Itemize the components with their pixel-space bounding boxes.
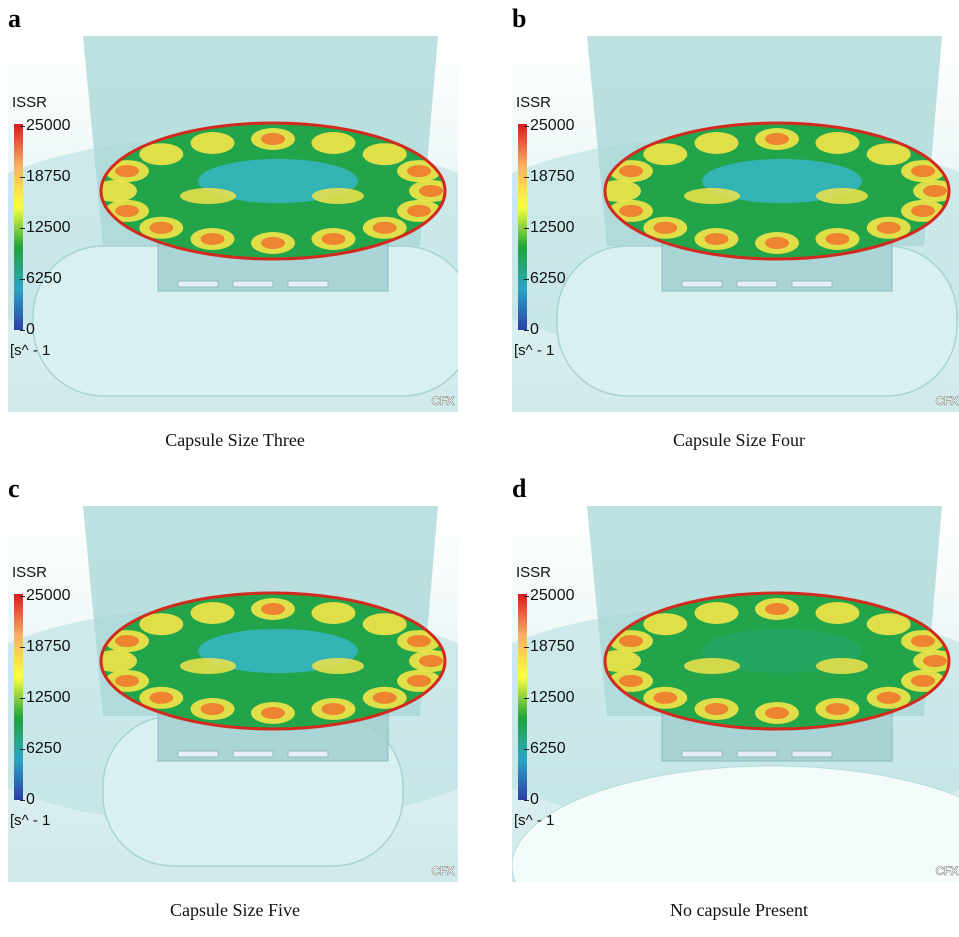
- cfx-logo: CFX: [431, 394, 455, 409]
- legend-tick: 6250: [524, 270, 566, 287]
- cfd-viewport: ISSR 25000 18750 12500 6250 0 [s^ - 1 CFX: [8, 506, 458, 882]
- legend-title: ISSR: [516, 564, 552, 581]
- contour-plot: [512, 36, 959, 412]
- legend-tick: 18750: [524, 168, 575, 185]
- color-scale-bar: [14, 594, 23, 800]
- disc-rim: [603, 591, 951, 731]
- legend-unit: [s^ - 1: [10, 342, 51, 359]
- legend-tick: 12500: [524, 219, 575, 236]
- legend-title: ISSR: [12, 94, 48, 111]
- legend-tick: 25000: [524, 117, 575, 134]
- shear-rate-disc: [605, 123, 949, 259]
- legend-tick: 12500: [20, 219, 71, 236]
- legend-title: ISSR: [516, 94, 552, 111]
- legend-tick: 0: [524, 321, 539, 338]
- panel-b: b ISSR 25000 18750 12500 6250 0 [s^ - 1 CFX Capsu…: [504, 0, 959, 467]
- legend-tick: 18750: [524, 638, 575, 655]
- color-scale-bar: [518, 594, 527, 800]
- shear-rate-disc: [605, 593, 949, 729]
- cfd-viewport: ISSR 25000 18750 12500 6250 0 [s^ - 1 CFX: [8, 36, 458, 412]
- cfx-logo: CFX: [935, 864, 959, 879]
- legend-tick: 25000: [20, 587, 71, 604]
- panel-d: d ISSR 25000 18750 12500 6250 0 [s^ - 1 CFX No ca…: [504, 470, 959, 937]
- cfx-logo: CFX: [935, 394, 959, 409]
- color-scale-bar: [518, 124, 527, 330]
- legend-tick: 12500: [524, 689, 575, 706]
- legend-tick: 6250: [20, 270, 62, 287]
- panel-letter: b: [512, 4, 527, 33]
- contour-plot: [512, 506, 959, 882]
- panel-caption: No capsule Present: [670, 900, 808, 920]
- legend-tick: 6250: [524, 740, 566, 757]
- panel-a: a ISSR 25000 18750 12500 6250 0 [s^ - 1 CFX Capsu…: [0, 0, 470, 467]
- legend-tick: 25000: [20, 117, 71, 134]
- cfx-logo: CFX: [431, 864, 455, 879]
- legend-unit: [s^ - 1: [10, 812, 51, 829]
- legend-tick: 0: [20, 321, 35, 338]
- legend-tick: 18750: [20, 168, 71, 185]
- panel-letter: a: [8, 4, 21, 33]
- legend-tick: 18750: [20, 638, 71, 655]
- panel-letter: c: [8, 474, 20, 503]
- disc-rim: [99, 121, 447, 261]
- cfd-viewport: ISSR 25000 18750 12500 6250 0 [s^ - 1 CFX: [512, 36, 959, 412]
- disc-rim: [603, 121, 951, 261]
- legend-unit: [s^ - 1: [514, 812, 555, 829]
- disc-rim: [99, 591, 447, 731]
- contour-plot: [8, 36, 458, 412]
- color-scale-bar: [14, 124, 23, 330]
- legend-title: ISSR: [12, 564, 48, 581]
- panel-caption: Capsule Size Four: [673, 430, 805, 450]
- legend-tick: 0: [524, 791, 539, 808]
- panel-c: c ISSR 25000 18750 12500 6250 0 [s^ - 1 CFX Capsu…: [0, 470, 470, 937]
- legend-tick: 0: [20, 791, 35, 808]
- panel-letter: d: [512, 474, 527, 503]
- vessel-floor: [512, 765, 959, 882]
- shear-rate-disc: [101, 593, 445, 729]
- legend-tick: 12500: [20, 689, 71, 706]
- legend-tick: 25000: [524, 587, 575, 604]
- cfd-viewport: ISSR 25000 18750 12500 6250 0 [s^ - 1 CFX: [512, 506, 959, 882]
- legend-tick: 6250: [20, 740, 62, 757]
- shear-rate-disc: [101, 123, 445, 259]
- legend-unit: [s^ - 1: [514, 342, 555, 359]
- panel-caption: Capsule Size Three: [165, 430, 305, 450]
- panel-caption: Capsule Size Five: [170, 900, 300, 920]
- contour-plot: [8, 506, 458, 882]
